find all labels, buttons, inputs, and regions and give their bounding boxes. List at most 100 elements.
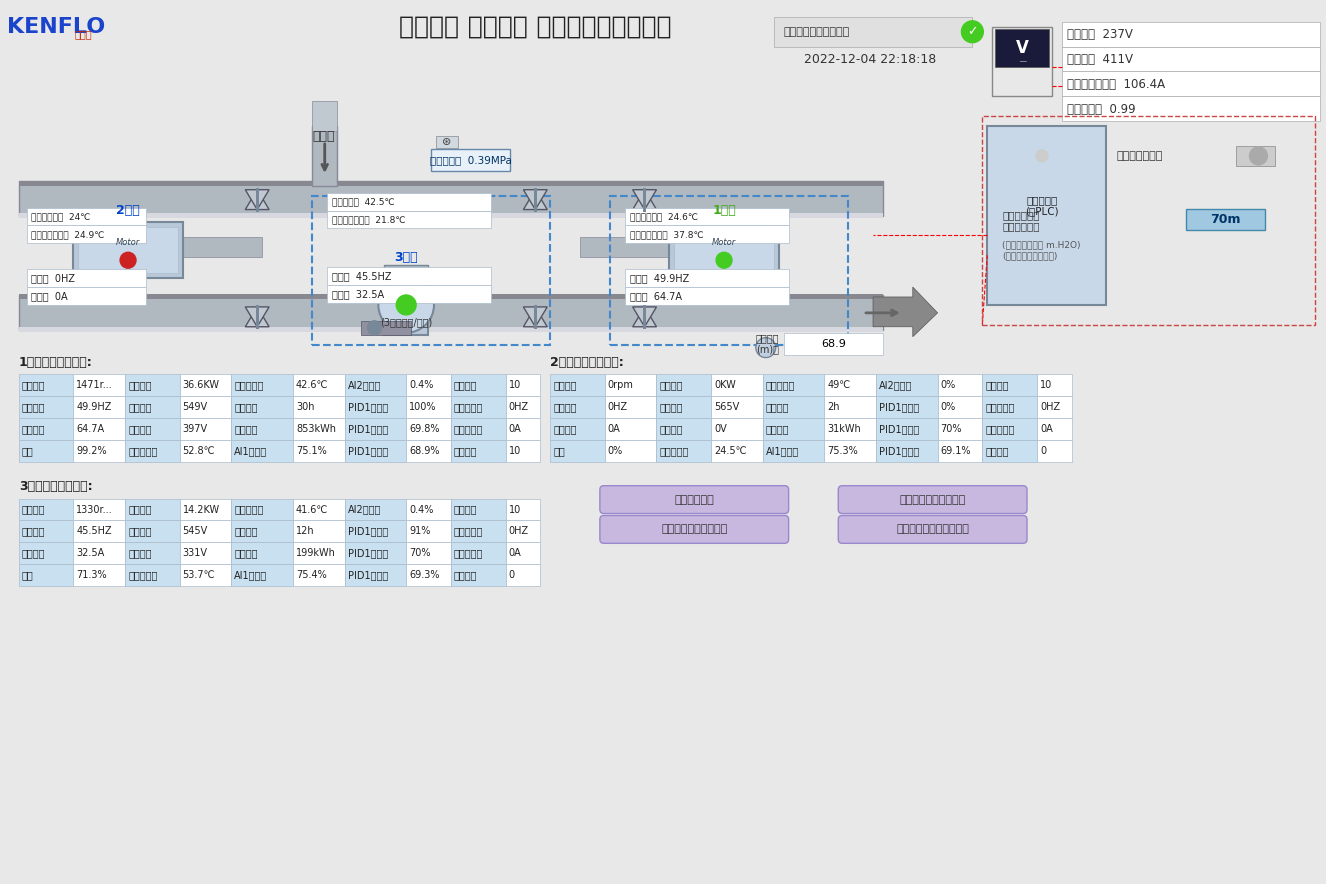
Polygon shape (524, 307, 548, 327)
Text: 91%: 91% (410, 526, 431, 537)
FancyBboxPatch shape (406, 542, 451, 564)
FancyBboxPatch shape (937, 375, 983, 396)
FancyBboxPatch shape (670, 223, 778, 278)
FancyBboxPatch shape (876, 440, 937, 461)
FancyBboxPatch shape (27, 208, 146, 225)
FancyBboxPatch shape (451, 521, 505, 542)
Text: 0KW: 0KW (715, 380, 736, 391)
FancyBboxPatch shape (1062, 72, 1321, 96)
Circle shape (961, 21, 984, 42)
FancyBboxPatch shape (599, 515, 789, 544)
Text: 3号变频器运行参数:: 3号变频器运行参数: (19, 480, 93, 493)
Text: 0V: 0V (715, 424, 727, 434)
FancyBboxPatch shape (825, 440, 876, 461)
Text: AI2相对值: AI2相对值 (347, 505, 381, 514)
FancyBboxPatch shape (876, 418, 937, 440)
FancyBboxPatch shape (1037, 418, 1071, 440)
Text: 输出电压: 输出电压 (129, 424, 151, 434)
Text: 0A: 0A (508, 548, 521, 559)
Text: 14.2KW: 14.2KW (183, 505, 220, 514)
Text: Motor: Motor (712, 238, 736, 247)
FancyBboxPatch shape (19, 212, 883, 217)
FancyBboxPatch shape (406, 521, 451, 542)
Text: 99.2%: 99.2% (77, 446, 107, 456)
Polygon shape (633, 307, 656, 327)
FancyBboxPatch shape (180, 440, 231, 461)
FancyBboxPatch shape (125, 499, 180, 521)
FancyBboxPatch shape (784, 332, 883, 354)
FancyBboxPatch shape (293, 542, 345, 564)
Text: 199kWh: 199kWh (296, 548, 335, 559)
FancyBboxPatch shape (385, 265, 428, 280)
FancyBboxPatch shape (256, 305, 259, 329)
Text: 泵轴承温度：  24℃: 泵轴承温度： 24℃ (30, 212, 90, 221)
Text: PID1设定值: PID1设定值 (347, 548, 387, 559)
Text: 输出电流: 输出电流 (21, 424, 45, 434)
FancyBboxPatch shape (345, 440, 406, 461)
Text: 31kWh: 31kWh (827, 424, 861, 434)
Text: 故障时频率: 故障时频率 (453, 526, 483, 537)
Polygon shape (873, 287, 937, 337)
FancyBboxPatch shape (505, 396, 540, 418)
Text: 输出电流: 输出电流 (21, 548, 45, 559)
Polygon shape (245, 307, 269, 327)
Text: 故障时电流: 故障时电流 (453, 548, 483, 559)
Text: 输出功率: 输出功率 (129, 505, 151, 514)
FancyBboxPatch shape (293, 375, 345, 396)
FancyBboxPatch shape (125, 440, 180, 461)
FancyBboxPatch shape (73, 418, 125, 440)
FancyBboxPatch shape (838, 485, 1028, 514)
Text: ✓: ✓ (967, 26, 977, 38)
Text: 10: 10 (508, 380, 521, 391)
Text: 查看历史数据: 查看历史数据 (675, 495, 715, 505)
Text: 出水压力
(m)：: 出水压力 (m)： (756, 333, 778, 354)
FancyBboxPatch shape (19, 294, 883, 299)
FancyBboxPatch shape (451, 499, 505, 521)
Circle shape (367, 321, 382, 335)
FancyBboxPatch shape (937, 396, 983, 418)
FancyBboxPatch shape (1037, 440, 1071, 461)
FancyBboxPatch shape (406, 375, 451, 396)
FancyBboxPatch shape (180, 521, 231, 542)
FancyBboxPatch shape (505, 418, 540, 440)
FancyBboxPatch shape (163, 238, 263, 257)
Text: 母线电压: 母线电压 (129, 526, 151, 537)
FancyBboxPatch shape (876, 375, 937, 396)
FancyBboxPatch shape (231, 542, 293, 564)
FancyBboxPatch shape (605, 440, 656, 461)
FancyBboxPatch shape (73, 499, 125, 521)
Text: PID1设定值: PID1设定值 (879, 424, 919, 434)
Polygon shape (524, 307, 548, 327)
FancyBboxPatch shape (180, 418, 231, 440)
Text: 查看泵运行频率变化曲线: 查看泵运行频率变化曲线 (896, 524, 969, 535)
FancyBboxPatch shape (625, 208, 789, 225)
Text: 查看进水压力变化曲线: 查看进水压力变化曲线 (662, 524, 728, 535)
Text: 1471r...: 1471r... (77, 380, 113, 391)
FancyBboxPatch shape (550, 440, 605, 461)
FancyBboxPatch shape (293, 418, 345, 440)
FancyBboxPatch shape (825, 418, 876, 440)
Text: 0HZ: 0HZ (508, 526, 529, 537)
FancyBboxPatch shape (406, 564, 451, 586)
FancyBboxPatch shape (1062, 22, 1321, 47)
Text: 0rpm: 0rpm (607, 380, 634, 391)
Text: PID1反馈值: PID1反馈值 (347, 570, 387, 580)
Text: 电机轴承温度：  21.8℃: 电机轴承温度： 21.8℃ (332, 215, 406, 224)
Text: 30h: 30h (296, 402, 314, 412)
FancyBboxPatch shape (345, 375, 406, 396)
FancyBboxPatch shape (605, 375, 656, 396)
Text: 331V: 331V (183, 548, 208, 559)
Text: 频率：  45.5HZ: 频率： 45.5HZ (332, 271, 391, 281)
Text: 10: 10 (508, 505, 521, 514)
FancyBboxPatch shape (825, 375, 876, 396)
Text: 布吉供水 圆墩泵站 物联网远程控制系统: 布吉供水 圆墩泵站 物联网远程控制系统 (399, 15, 671, 39)
Text: 累计电量: 累计电量 (765, 424, 789, 434)
FancyBboxPatch shape (19, 375, 73, 396)
FancyBboxPatch shape (550, 375, 605, 396)
Text: 68.9: 68.9 (821, 339, 846, 348)
Circle shape (378, 277, 434, 332)
Polygon shape (524, 190, 548, 210)
Text: 0%: 0% (940, 402, 956, 412)
Text: 64.7A: 64.7A (77, 424, 105, 434)
FancyBboxPatch shape (180, 564, 231, 586)
